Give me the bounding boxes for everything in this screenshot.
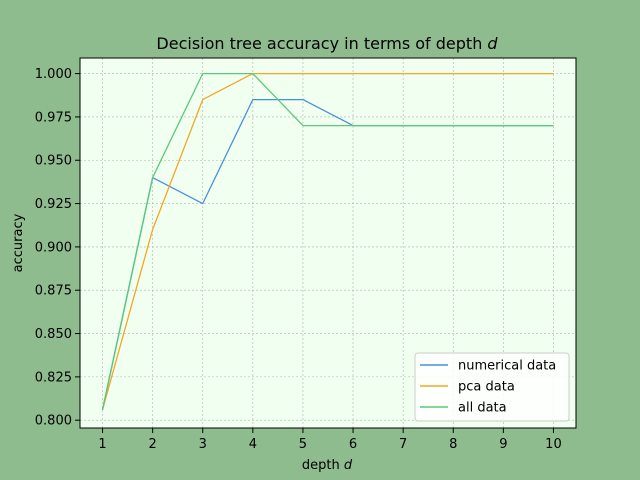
legend-label-numerical-data: numerical data (458, 359, 556, 374)
x-tick-label: 5 (299, 437, 307, 452)
x-tick-label: 2 (149, 437, 157, 452)
chart-title-text: Decision tree accuracy in terms of depth (156, 34, 487, 53)
y-tick-label: 0.950 (35, 154, 72, 169)
legend-label-pca-data: pca data (458, 380, 515, 395)
x-tick-label: 8 (449, 437, 457, 452)
x-tick-label: 4 (249, 437, 257, 452)
series-line-all-data (101, 72, 554, 410)
y-tick-label: 1.000 (35, 67, 72, 82)
x-tick-label: 9 (499, 437, 507, 452)
legend-box (414, 352, 570, 422)
y-tick-label: 0.900 (35, 240, 72, 255)
x-tick-label: 6 (349, 437, 357, 452)
y-tick-label: 0.925 (35, 197, 72, 212)
y-axis-ticks: 0.800 0.825 0.850 0.875 0.900 0.925 0.950 0.975… (35, 67, 80, 429)
y-tick-label: 0.800 (35, 414, 72, 429)
y-tick-label: 0.825 (35, 370, 72, 385)
x-axis-title-variable: d (344, 458, 353, 473)
x-axis-ticks: 1 2 3 4 5 6 7 8 9 10 (98, 428, 562, 452)
legend-label-all-data: all data (458, 401, 507, 416)
plot-frame (79, 57, 577, 429)
y-tick-label: 0.850 (35, 327, 72, 342)
legend: numerical data pca data all data (414, 352, 570, 422)
series-lines (101, 72, 554, 410)
chart-title: Decision tree accuracy in terms of depth… (156, 34, 498, 53)
x-tick-label: 7 (399, 437, 407, 452)
series-line-pca-data (101, 72, 554, 410)
x-tick-label: 3 (199, 437, 207, 452)
x-tick-label: 10 (545, 437, 562, 452)
chart-title-variable: d (487, 34, 498, 53)
x-axis-title: depth d (302, 458, 353, 473)
x-axis-title-text: depth (302, 458, 344, 473)
y-tick-label: 0.975 (35, 110, 72, 125)
x-tick-label: 1 (98, 437, 106, 452)
y-tick-label: 0.875 (35, 284, 72, 299)
y-axis-title: accuracy (11, 213, 26, 272)
